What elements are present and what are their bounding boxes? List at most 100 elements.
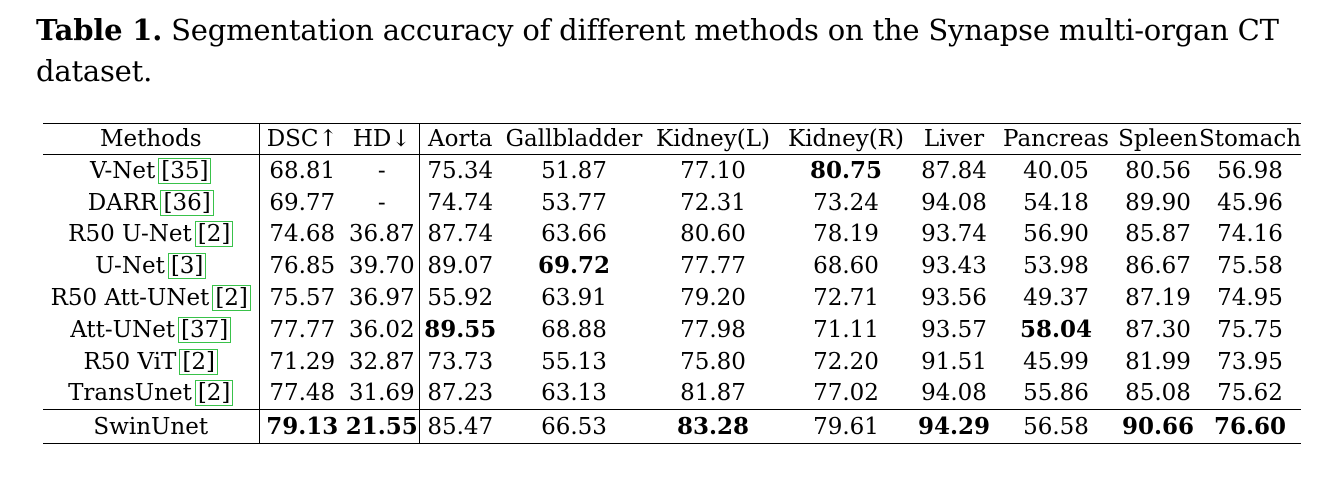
pancreas-cell: 55.86 (1023, 380, 1089, 407)
header-hd: HD↓ (345, 123, 420, 155)
header-stomach: Stomach (1199, 123, 1301, 155)
stomach-cell: 56.98 (1217, 157, 1283, 184)
header-kidney-l: Kidney(L) (647, 123, 779, 155)
citation-link[interactable]: [2] (179, 348, 218, 375)
spleen-cell: 90.66 (1117, 409, 1199, 445)
header-pancreas: Pancreas (995, 123, 1117, 155)
gallbladder-cell: 68.88 (541, 316, 607, 343)
kidney-r-cell: 72.71 (813, 285, 879, 312)
header-row: Methods DSC↑ HD↓ Aorta Gallbladder Kidne… (43, 123, 1301, 155)
table-row: TransUnet [2] 77.48 31.69 87.23 63.13 81.… (43, 377, 1301, 410)
pancreas-cell: 56.58 (995, 409, 1117, 445)
spleen-cell: 87.19 (1125, 285, 1191, 312)
results-table: Methods DSC↑ HD↓ Aorta Gallbladder Kidne… (43, 123, 1301, 445)
stomach-cell: 45.96 (1217, 189, 1283, 216)
spleen-cell: 89.90 (1125, 189, 1191, 216)
gallbladder-cell: 51.87 (541, 157, 607, 184)
kidney-l-cell: 83.28 (647, 409, 779, 445)
hd-cell: 31.69 (345, 377, 420, 410)
aorta-cell: 87.23 (427, 380, 494, 407)
table-row: U-Net [3] 76.85 39.70 89.07 69.72 77.77 6… (43, 250, 1301, 283)
method-name: DARR (87, 189, 158, 216)
kidney-l-cell: 81.87 (680, 380, 746, 407)
citation-link[interactable]: [2] (212, 285, 251, 312)
citation-link[interactable]: [35] (158, 157, 212, 184)
table-row-ours: SwinUnet 79.13 21.55 85.47 66.53 83.28 7… (43, 409, 1301, 445)
kidney-r-cell: 79.61 (779, 409, 913, 445)
liver-cell: 94.08 (921, 380, 987, 407)
dsc-cell: 76.85 (269, 253, 336, 280)
dsc-cell: 77.48 (269, 380, 336, 407)
liver-cell: 94.29 (913, 409, 995, 445)
dsc-cell: 71.29 (269, 348, 336, 375)
method-name: R50 ViT (83, 348, 177, 375)
table-caption: Table 1. Segmentation accuracy of differ… (36, 10, 1316, 92)
citation-link[interactable]: [36] (160, 189, 214, 216)
method-cell: R50 U-Net [2] (43, 218, 260, 251)
method-cell: Att-UNet [37] (43, 313, 260, 346)
citation-link[interactable]: [3] (167, 253, 207, 280)
method-cell: SwinUnet (43, 409, 260, 445)
liver-cell: 93.56 (921, 285, 987, 312)
hd-cell: 36.97 (345, 282, 420, 314)
kidney-r-cell: 68.60 (813, 253, 879, 280)
liver-cell: 94.08 (921, 189, 987, 216)
kidney-l-cell: 72.31 (680, 189, 746, 216)
dsc-cell: 77.77 (269, 316, 336, 343)
kidney-l-cell: 80.60 (680, 221, 746, 248)
gallbladder-cell: 63.91 (541, 285, 607, 312)
pancreas-cell: 40.05 (1023, 157, 1089, 184)
header-kidney-r: Kidney(R) (779, 123, 913, 155)
gallbladder-cell: 69.72 (537, 252, 611, 280)
pancreas-cell: 53.98 (1023, 253, 1089, 280)
spleen-cell: 81.99 (1125, 348, 1191, 375)
stomach-cell: 75.75 (1217, 316, 1283, 343)
dsc-cell: 74.68 (269, 221, 336, 248)
liver-cell: 93.74 (921, 221, 987, 248)
gallbladder-cell: 55.13 (541, 348, 607, 375)
dsc-cell: 79.13 (259, 409, 345, 445)
hd-cell: 32.87 (345, 345, 420, 378)
kidney-r-cell: 78.19 (813, 221, 879, 248)
stomach-cell: 76.60 (1199, 409, 1301, 445)
method-name: U-Net (95, 253, 165, 280)
aorta-cell: 73.73 (427, 348, 494, 375)
method-name: TransUnet (68, 380, 192, 407)
liver-cell: 87.84 (921, 157, 987, 184)
kidney-r-cell: 80.75 (809, 156, 883, 184)
hd-cell: 36.87 (345, 218, 420, 251)
table-row: V-Net [35] 68.81 - 75.34 51.87 77.10 80.7… (43, 154, 1301, 187)
aorta-cell: 87.74 (427, 221, 494, 248)
stomach-cell: 74.95 (1217, 285, 1283, 312)
citation-link[interactable]: [2] (194, 221, 234, 248)
header-gallbladder: Gallbladder (501, 123, 647, 155)
pancreas-cell: 45.99 (1023, 348, 1089, 375)
pancreas-cell: 56.90 (1023, 221, 1089, 248)
spleen-cell: 87.30 (1125, 316, 1191, 343)
hd-cell: - (345, 154, 420, 187)
citation-link[interactable]: [37] (178, 316, 232, 343)
citation-link[interactable]: [2] (194, 380, 234, 407)
gallbladder-cell: 63.66 (541, 221, 607, 248)
hd-cell: 21.55 (345, 409, 420, 445)
kidney-r-cell: 77.02 (813, 380, 879, 407)
aorta-cell: 89.07 (427, 253, 494, 280)
pancreas-cell: 49.37 (1023, 285, 1089, 312)
method-cell: R50 Att-UNet [2] (43, 282, 260, 314)
method-name: SwinUnet (93, 413, 209, 440)
aorta-cell: 85.47 (419, 409, 501, 445)
kidney-r-cell: 72.20 (813, 348, 879, 375)
aorta-cell: 75.34 (427, 157, 494, 184)
gallbladder-cell: 63.13 (541, 380, 607, 407)
kidney-l-cell: 77.77 (680, 253, 746, 280)
method-name: V-Net (90, 157, 156, 184)
dsc-cell: 69.77 (269, 189, 336, 216)
liver-cell: 91.51 (921, 348, 987, 375)
spleen-cell: 85.08 (1125, 380, 1191, 407)
header-methods: Methods (43, 123, 260, 155)
method-name: Att-UNet (70, 316, 176, 343)
kidney-l-cell: 77.98 (680, 316, 746, 343)
kidney-l-cell: 77.10 (680, 157, 746, 184)
aorta-cell: 55.92 (427, 285, 494, 312)
liver-cell: 93.43 (921, 253, 987, 280)
